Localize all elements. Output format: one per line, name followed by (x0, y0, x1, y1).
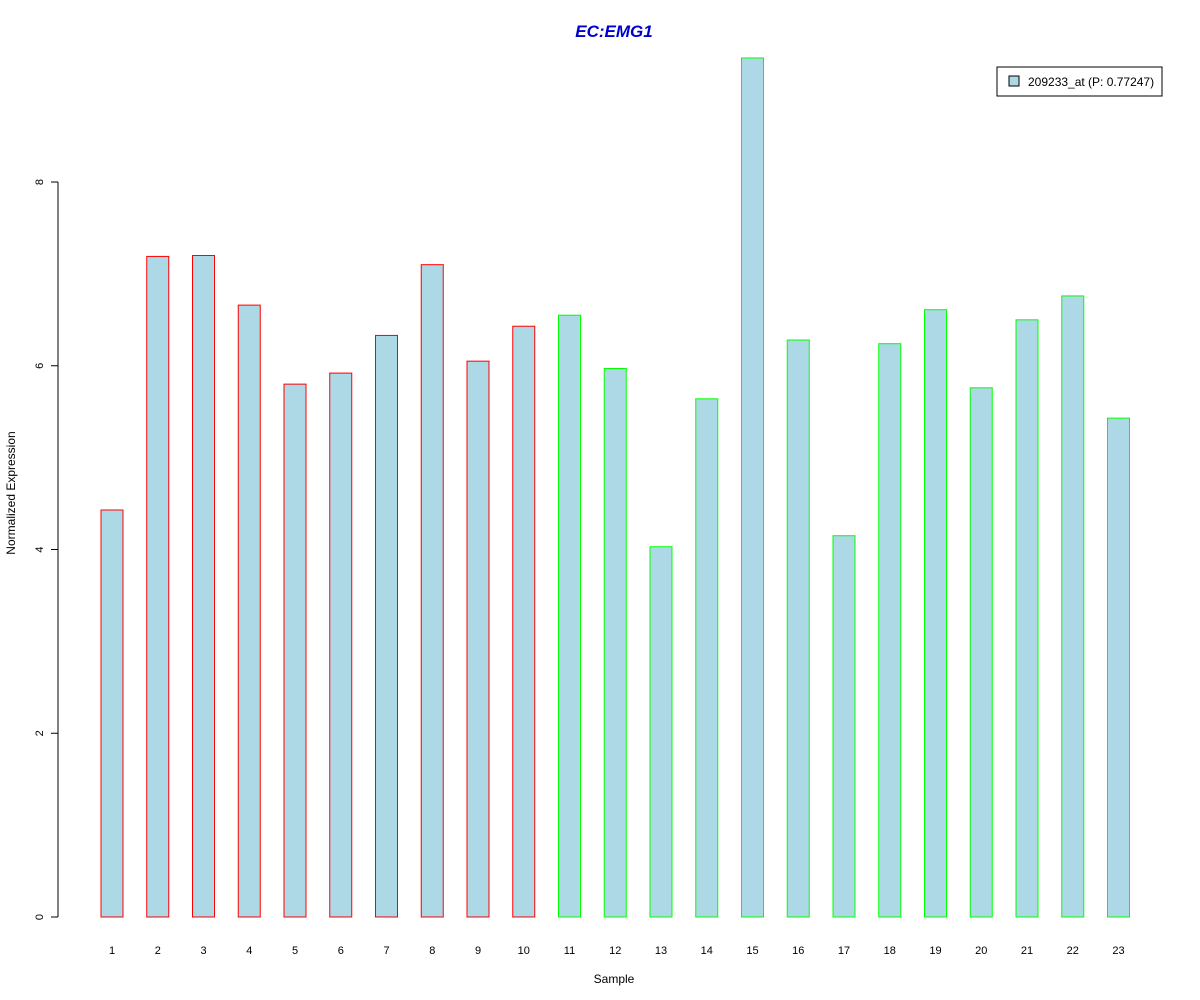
x-tick-label: 6 (338, 945, 344, 957)
y-axis-label: Normalized Expression (4, 431, 18, 554)
x-tick-label: 20 (975, 945, 987, 957)
bar-sample-7 (375, 334, 398, 918)
bars-group (100, 57, 1130, 918)
x-tick-label: 14 (701, 945, 713, 957)
bar-sample-6 (329, 372, 353, 918)
x-tick-label: 12 (609, 945, 621, 957)
bar-sample-3 (192, 255, 215, 918)
x-tick-label: 22 (1067, 945, 1079, 957)
y-tick-label: 0 (34, 914, 46, 920)
x-tick-label: 2 (155, 945, 161, 957)
bar-sample-2 (146, 255, 170, 918)
bar-sample-10 (512, 325, 536, 918)
bar-sample-15 (741, 57, 764, 918)
x-tick-label: 21 (1021, 945, 1033, 957)
x-tick-label: 7 (383, 945, 389, 957)
bar-sample-9 (466, 360, 490, 918)
bar-sample-14 (695, 398, 719, 918)
bar-sample-4 (237, 304, 261, 918)
y-tick-label: 2 (34, 730, 46, 736)
x-tick-label: 11 (564, 945, 575, 957)
bar-sample-18 (878, 343, 902, 918)
x-tick-label: 15 (746, 945, 758, 957)
bar-sample-1 (100, 509, 124, 918)
chart-title: EC:EMG1 (575, 22, 652, 41)
x-tick-label: 16 (792, 945, 804, 957)
bar-sample-8 (420, 264, 444, 918)
x-tick-label: 19 (929, 945, 941, 957)
y-axis: 0 2 4 6 8 (34, 179, 59, 920)
bar-sample-22 (1061, 295, 1085, 918)
x-tick-label: 23 (1112, 945, 1124, 957)
x-tick-label: 9 (475, 945, 481, 957)
bar-sample-21 (1015, 319, 1039, 918)
x-tick-label: 10 (518, 945, 530, 957)
legend-box (996, 66, 1163, 97)
x-axis-label: Sample (594, 972, 635, 986)
x-tick-label: 5 (292, 945, 298, 957)
bar-sample-5 (283, 383, 307, 918)
y-tick-label: 4 (34, 546, 46, 552)
bar-sample-11 (558, 314, 581, 918)
bar-sample-12 (603, 368, 627, 918)
bar-sample-19 (924, 309, 947, 918)
legend-label: 209233_at (P: 0.77247) (1028, 75, 1154, 89)
x-tick-label: 1 (109, 945, 115, 957)
legend-swatch (1008, 75, 1020, 87)
bar-sample-23 (1107, 417, 1130, 918)
bar-sample-16 (786, 339, 810, 918)
bar-sample-17 (832, 535, 856, 918)
bar-sample-20 (969, 387, 993, 918)
bar-sample-13 (649, 546, 673, 918)
legend: 209233_at (P: 0.77247) (996, 66, 1163, 97)
x-tick-label: 8 (429, 945, 435, 957)
x-tick-label: 4 (246, 945, 252, 957)
x-tick-label: 3 (200, 945, 206, 957)
x-tick-labels: 1 2 3 4 5 6 7 8 9 10 11 12 13 14 15 16 17 18 19 20 21 22 23 (109, 945, 1125, 957)
x-tick-label: 18 (884, 945, 896, 957)
x-tick-label: 13 (655, 945, 667, 957)
x-tick-label: 17 (838, 945, 850, 957)
y-tick-label: 6 (34, 363, 46, 369)
y-tick-label: 8 (34, 179, 46, 185)
